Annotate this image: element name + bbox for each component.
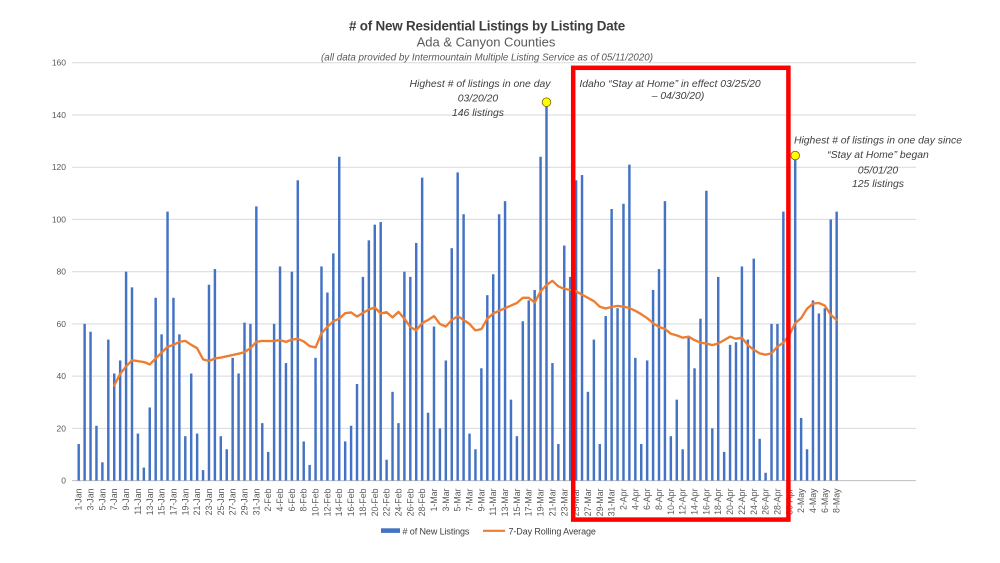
svg-text:27-Jan: 27-Jan <box>228 488 238 515</box>
svg-text:24-Feb: 24-Feb <box>394 488 404 516</box>
svg-text:2-Apr: 2-Apr <box>619 488 629 510</box>
svg-text:12-Feb: 12-Feb <box>322 488 332 516</box>
svg-text:22-Feb: 22-Feb <box>382 488 392 516</box>
svg-text:4-Feb: 4-Feb <box>275 488 285 511</box>
svg-text:17-Mar: 17-Mar <box>524 488 534 516</box>
svg-text:11-Mar: 11-Mar <box>488 488 498 515</box>
svg-text:Highest # of listings in one d: Highest # of listings in one day <box>410 79 552 90</box>
svg-text:0: 0 <box>61 476 66 486</box>
svg-text:28-Feb: 28-Feb <box>417 488 427 516</box>
svg-text:31-Jan: 31-Jan <box>251 488 261 515</box>
svg-text:20-Apr: 20-Apr <box>725 488 735 514</box>
svg-text:8-Apr: 8-Apr <box>654 488 664 510</box>
svg-text:1-Mar: 1-Mar <box>429 488 439 511</box>
svg-text:21-Mar: 21-Mar <box>547 488 557 516</box>
svg-text:19-Jan: 19-Jan <box>180 488 190 515</box>
svg-text:28-Apr: 28-Apr <box>772 488 782 514</box>
svg-text:4-May: 4-May <box>808 488 818 513</box>
svg-text:21-Jan: 21-Jan <box>192 488 202 515</box>
svg-text:9-Mar: 9-Mar <box>476 488 486 511</box>
svg-text:3-Mar: 3-Mar <box>441 488 451 511</box>
svg-text:5-Mar: 5-Mar <box>453 488 463 511</box>
svg-text:15-Mar: 15-Mar <box>512 488 522 516</box>
svg-text:– 04/30/20): – 04/30/20) <box>651 91 705 102</box>
svg-text:6-May: 6-May <box>820 488 830 513</box>
svg-text:14-Feb: 14-Feb <box>334 488 344 516</box>
svg-text:18-Feb: 18-Feb <box>358 488 368 516</box>
svg-text:26-Feb: 26-Feb <box>405 488 415 516</box>
svg-text:23-Jan: 23-Jan <box>204 488 214 515</box>
svg-text:80: 80 <box>57 267 67 277</box>
svg-text:13-Jan: 13-Jan <box>145 488 155 515</box>
svg-text:15-Jan: 15-Jan <box>157 488 167 515</box>
svg-text:17-Jan: 17-Jan <box>168 488 178 515</box>
svg-text:7-Day Rolling Average: 7-Day Rolling Average <box>509 527 596 537</box>
svg-text:31-Mar: 31-Mar <box>607 488 617 516</box>
svg-text:Highest # of listings in one d: Highest # of listings in one day since <box>794 136 962 147</box>
svg-text:# of New Listings: # of New Listings <box>403 527 470 537</box>
svg-text:Idaho “Stay at Home” in effect: Idaho “Stay at Home” in effect 03/25/20 <box>579 79 761 90</box>
svg-text:Ada & Canyon Counties: Ada & Canyon Counties <box>417 35 556 50</box>
svg-text:(all data provided by Intermou: (all data provided by Intermountain Mult… <box>321 53 653 64</box>
svg-text:100: 100 <box>52 214 66 224</box>
svg-text:4-Apr: 4-Apr <box>630 488 640 510</box>
svg-text:140: 140 <box>52 110 66 120</box>
svg-text:1-Jan: 1-Jan <box>74 488 84 510</box>
svg-text:# of New Residential Listings: # of New Residential Listings by Listing… <box>349 19 625 34</box>
svg-text:20-Feb: 20-Feb <box>370 488 380 516</box>
svg-text:10-Feb: 10-Feb <box>311 488 321 516</box>
svg-text:25-Jan: 25-Jan <box>216 488 226 515</box>
svg-text:6-Feb: 6-Feb <box>287 488 297 511</box>
svg-text:7-Jan: 7-Jan <box>109 488 119 510</box>
svg-text:8-Feb: 8-Feb <box>299 488 309 511</box>
svg-text:16-Feb: 16-Feb <box>346 488 356 516</box>
svg-text:18-Apr: 18-Apr <box>713 488 723 514</box>
svg-text:3-Jan: 3-Jan <box>86 488 96 510</box>
svg-text:11-Jan: 11-Jan <box>133 488 143 514</box>
svg-text:10-Apr: 10-Apr <box>666 488 676 514</box>
svg-text:40: 40 <box>57 371 67 381</box>
svg-text:26-Apr: 26-Apr <box>761 488 771 514</box>
svg-text:12-Apr: 12-Apr <box>678 488 688 514</box>
svg-text:16-Apr: 16-Apr <box>701 488 711 514</box>
svg-text:2-Feb: 2-Feb <box>263 488 273 511</box>
svg-text:24-Apr: 24-Apr <box>749 488 759 514</box>
svg-text:20: 20 <box>57 423 67 433</box>
svg-text:25-Mar: 25-Mar <box>571 488 581 516</box>
svg-text:160: 160 <box>52 58 66 68</box>
svg-text:120: 120 <box>52 162 66 172</box>
svg-text:14-Apr: 14-Apr <box>690 488 700 514</box>
svg-text:19-Mar: 19-Mar <box>536 488 546 516</box>
svg-text:22-Apr: 22-Apr <box>737 488 747 514</box>
svg-text:146 listings: 146 listings <box>452 108 504 119</box>
svg-text:7-Mar: 7-Mar <box>465 488 475 511</box>
svg-text:6-Apr: 6-Apr <box>642 488 652 510</box>
svg-text:03/20/20: 03/20/20 <box>458 93 499 104</box>
svg-text:29-Mar: 29-Mar <box>595 488 605 516</box>
svg-text:05/01/20: 05/01/20 <box>858 165 899 176</box>
svg-text:2-May: 2-May <box>796 488 806 513</box>
svg-text:“Stay at Home” began: “Stay at Home” began <box>827 150 929 161</box>
svg-text:23-Mar: 23-Mar <box>559 488 569 516</box>
svg-text:125 listings: 125 listings <box>852 179 904 190</box>
svg-text:5-Jan: 5-Jan <box>97 488 107 510</box>
svg-text:8-May: 8-May <box>832 488 842 513</box>
svg-text:9-Jan: 9-Jan <box>121 488 131 510</box>
svg-text:29-Jan: 29-Jan <box>240 488 250 515</box>
svg-text:13-Mar: 13-Mar <box>500 488 510 516</box>
svg-text:60: 60 <box>57 319 67 329</box>
svg-text:27-Mar: 27-Mar <box>583 488 593 516</box>
